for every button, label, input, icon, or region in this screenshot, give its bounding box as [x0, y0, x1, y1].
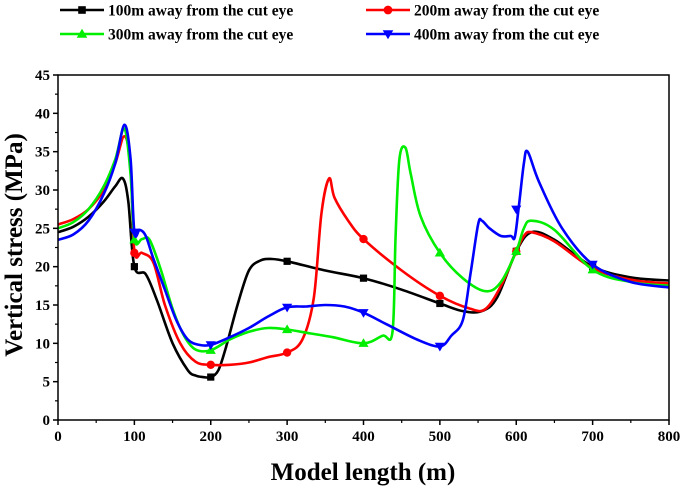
- x-tick-label-400: 400: [352, 429, 375, 445]
- series-3-point-4: [358, 338, 369, 347]
- x-tick-label-0: 0: [54, 429, 62, 445]
- series-1-line: [57, 176, 670, 379]
- series-1-point-4: [359, 274, 368, 282]
- legend-marker: [78, 6, 86, 14]
- series-4-point-5: [434, 342, 445, 352]
- y-tick-label-5: 5: [43, 375, 51, 391]
- legend: 100m away from the cut eye 200m away from…: [60, 3, 599, 44]
- axes: 0 100 200 300 400 500 600 700 800 0 5 10 15 20 25 30 35 4…: [35, 68, 680, 445]
- series-3-point-6: [511, 246, 522, 255]
- series-1-point-5: [436, 299, 444, 308]
- legend-item-2: 200m away from the cut eye: [366, 3, 599, 20]
- series-4-point-7: [587, 260, 598, 270]
- series-2: [57, 134, 670, 369]
- y-tick-label-35: 35: [35, 145, 50, 161]
- y-tick-label-10: 10: [35, 336, 50, 352]
- series-2-point-3: [282, 348, 292, 357]
- legend-marker: [382, 30, 394, 40]
- legend-label-1: 100m away from the cut eye: [108, 3, 293, 20]
- x-tick-label-300: 300: [276, 429, 299, 445]
- x-tick-label-500: 500: [429, 429, 452, 445]
- series-2-point-1: [130, 248, 139, 258]
- series-4-point-1: [129, 228, 140, 238]
- y-tick-label-45: 45: [35, 68, 50, 84]
- x-axis-title: Model length (m): [271, 459, 456, 486]
- legend-label-3: 300m away from the cut eye: [108, 27, 293, 44]
- legend-item-4: 400m away from the cut eye: [366, 27, 599, 44]
- series-2-point-2: [206, 360, 215, 369]
- series-1-point-3: [283, 257, 291, 265]
- legend-label-4: 400m away from the cut eye: [414, 27, 599, 44]
- series-layer: [57, 123, 670, 381]
- series-1-point-1: [130, 263, 138, 271]
- x-tick-label-200: 200: [200, 429, 223, 445]
- legend-marker: [383, 5, 393, 15]
- y-tick-label-20: 20: [35, 260, 50, 276]
- x-tick-label-700: 700: [581, 429, 604, 445]
- series-4-point-3: [282, 303, 293, 313]
- series-3-point-3: [282, 324, 293, 334]
- series-4-point-4: [358, 309, 369, 318]
- series-2-point-5: [435, 291, 445, 300]
- series-4: [57, 123, 670, 352]
- y-tick-label-40: 40: [35, 106, 50, 122]
- y-tick-label-25: 25: [35, 221, 50, 237]
- legend-marker: [76, 28, 88, 38]
- x-tick-label-100: 100: [123, 429, 146, 445]
- y-tick-label-0: 0: [43, 413, 51, 429]
- series-1-point-2: [207, 373, 215, 381]
- y-tick-label-15: 15: [35, 298, 50, 314]
- legend-label-2: 200m away from the cut eye: [414, 3, 599, 20]
- legend-item-3: 300m away from the cut eye: [60, 27, 293, 44]
- series-1: [57, 176, 670, 381]
- series-3-point-5: [434, 247, 445, 257]
- y-axis-title: Vertical stress (MPa): [1, 133, 28, 357]
- series-3-point-1: [129, 234, 140, 244]
- x-tick-label-800: 800: [658, 429, 681, 445]
- series-4-point-2: [205, 341, 216, 350]
- series-2-point-4: [359, 234, 368, 244]
- series-4-point-6: [511, 205, 522, 215]
- y-tick-label-30: 30: [35, 183, 50, 199]
- x-tick-label-600: 600: [505, 429, 528, 445]
- legend-item-1: 100m away from the cut eye: [60, 3, 293, 20]
